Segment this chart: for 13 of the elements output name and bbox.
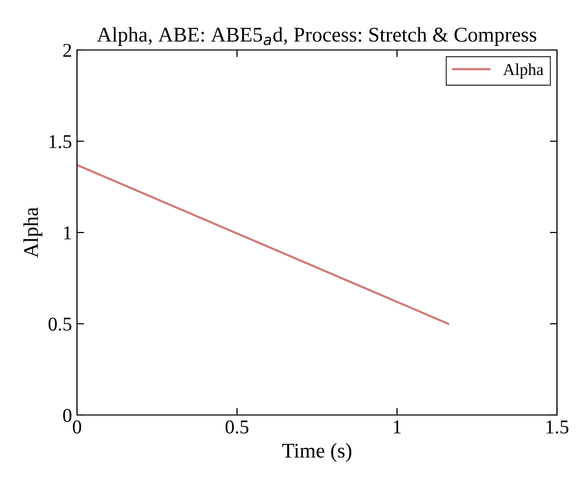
y-tick-label: 1: [64, 226, 71, 240]
y-tick-label: 0: [63, 408, 72, 422]
x-tick-label: 1.5: [546, 420, 568, 434]
y-tick-label: 0.5: [48, 318, 72, 331]
chart-title: Alpha, ABE: ABE5$_{a}$d, Process: Stretch & Compress: [96, 27, 536, 46]
x-tick-label: 0: [72, 420, 82, 434]
legend-label: Alpha: [503, 63, 544, 79]
y-tick-label: 2: [63, 44, 72, 57]
x-axis-title: Time (s): [282, 443, 352, 462]
y-axis-title: Alpha: [23, 207, 42, 258]
x-tick-label: 1: [394, 420, 401, 434]
y-tick-label: 1.5: [50, 135, 72, 148]
x-tick-label: 0.5: [226, 420, 248, 434]
